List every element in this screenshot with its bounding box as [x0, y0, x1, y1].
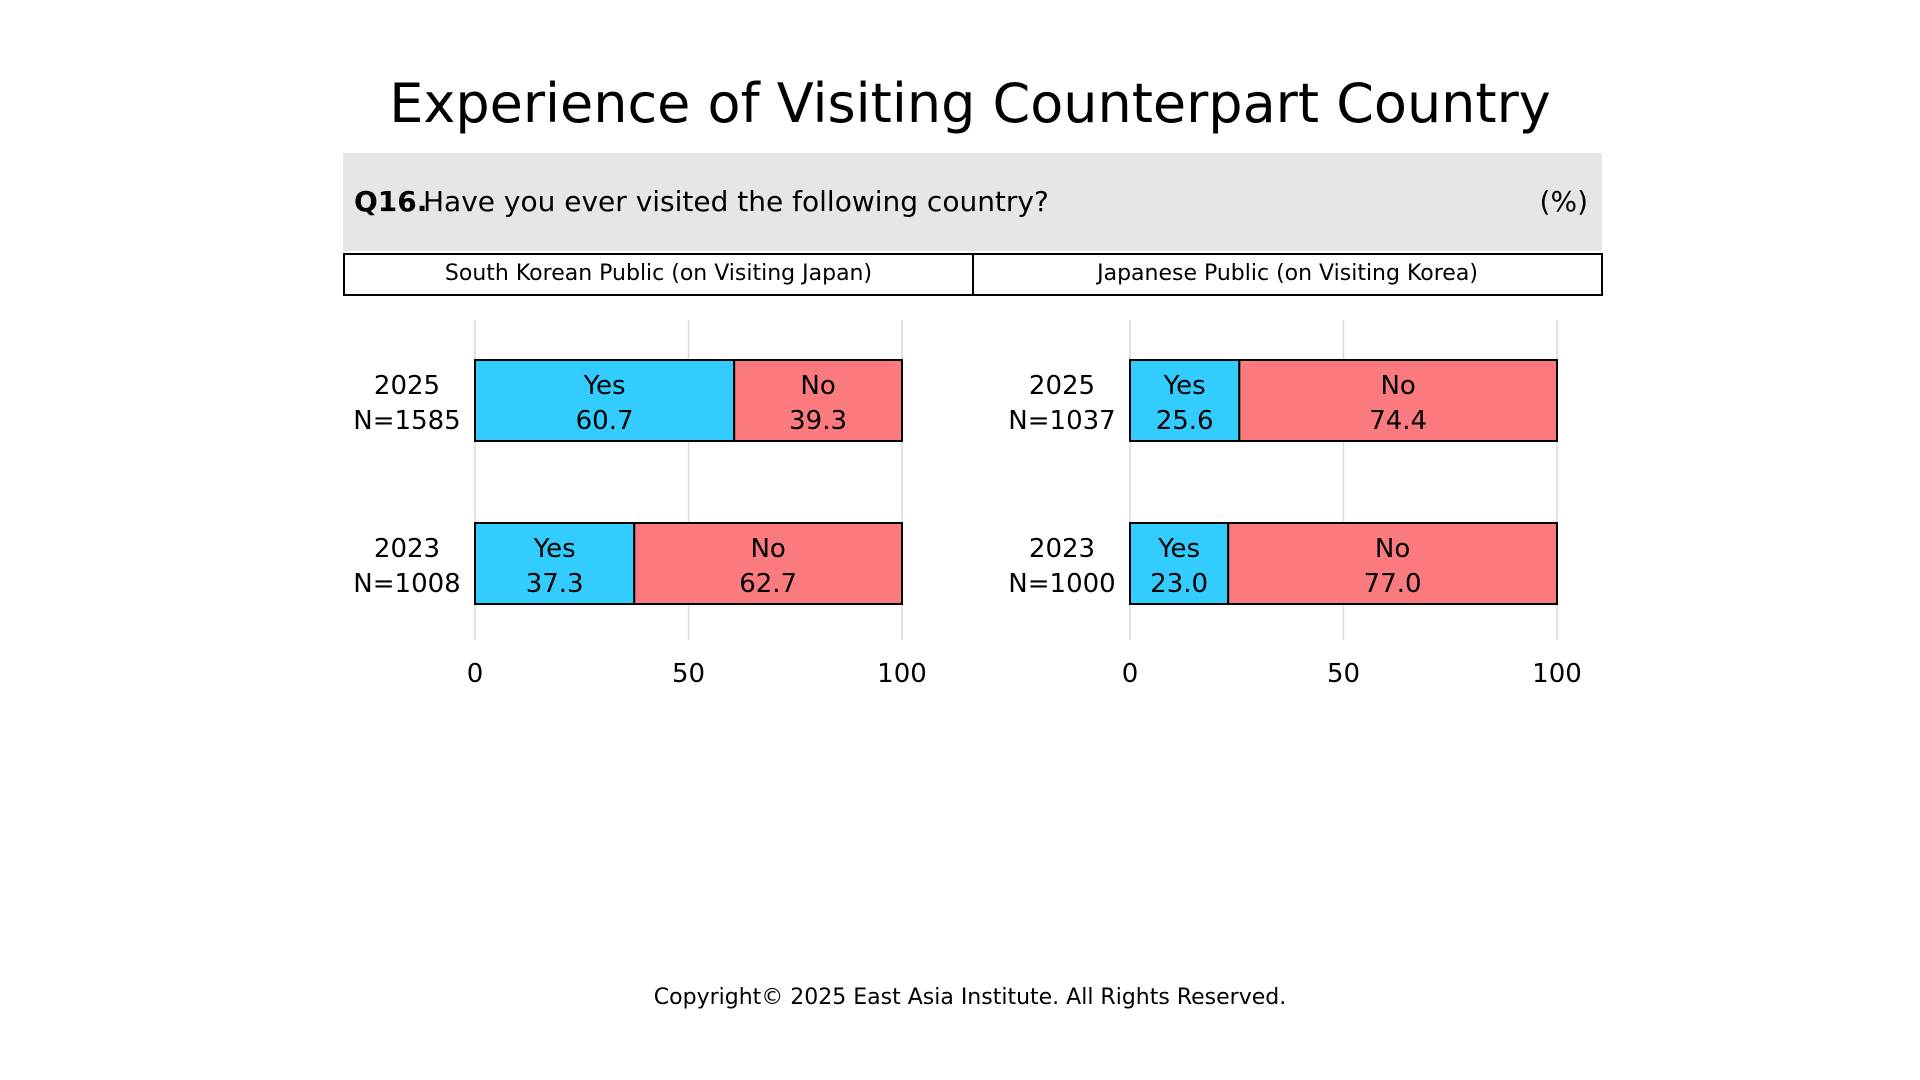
- category-sample-label: N=1585: [353, 406, 460, 436]
- bar-value-label: 39.3: [789, 406, 847, 436]
- bar-series-label: No: [1380, 371, 1415, 401]
- category-year-label: 2023: [1029, 534, 1095, 564]
- panel-header-japan: Japanese Public (on Visiting Korea): [972, 253, 1603, 296]
- bar-series-label: Yes: [533, 534, 576, 564]
- x-tick-label: 0: [1122, 659, 1139, 689]
- bar-series-label: No: [800, 371, 835, 401]
- bar-value-label: 23.0: [1150, 569, 1208, 599]
- bar-value-label: 77.0: [1364, 569, 1422, 599]
- x-tick-label: 50: [1327, 659, 1360, 689]
- question-text: Have you ever visited the following coun…: [423, 185, 1049, 218]
- unit-label: (%): [1539, 185, 1588, 218]
- copyright-footer: Copyright© 2025 East Asia Institute. All…: [653, 985, 1287, 1010]
- bar-value-label: 25.6: [1156, 406, 1214, 436]
- bar-no: [1238, 359, 1558, 442]
- x-tick-label: 0: [467, 659, 484, 689]
- question-bar: Q16. Have you ever visited the following…: [343, 153, 1602, 251]
- x-tick-label: 100: [1532, 659, 1582, 689]
- panel-header-korea: South Korean Public (on Visiting Japan): [343, 253, 974, 296]
- category-year-label: 2025: [374, 371, 440, 401]
- bar-value-label: 62.7: [739, 569, 797, 599]
- question-number: Q16.: [354, 185, 428, 218]
- bar-series-label: Yes: [1163, 371, 1206, 401]
- bar-value-label: 74.4: [1369, 406, 1427, 436]
- bar-series-label: No: [750, 534, 785, 564]
- bar-series-label: Yes: [583, 371, 626, 401]
- category-year-label: 2023: [374, 534, 440, 564]
- bar-series-label: No: [1375, 534, 1410, 564]
- category-sample-label: N=1037: [1008, 406, 1115, 436]
- x-tick-label: 100: [877, 659, 927, 689]
- bar-yes: [474, 359, 736, 442]
- bar-no: [733, 359, 904, 442]
- category-sample-label: N=1000: [1008, 569, 1115, 599]
- category-year-label: 2025: [1029, 371, 1095, 401]
- bar-no: [1227, 522, 1558, 605]
- x-tick-label: 50: [672, 659, 705, 689]
- bar-yes: [1129, 522, 1230, 605]
- bar-series-label: Yes: [1157, 534, 1200, 564]
- chart-title: Experience of Visiting Counterpart Count…: [389, 72, 1551, 135]
- bar-no: [633, 522, 903, 605]
- bar-value-label: 60.7: [576, 406, 634, 436]
- bar-yes: [1129, 359, 1241, 442]
- category-sample-label: N=1008: [353, 569, 460, 599]
- bar-value-label: 37.3: [526, 569, 584, 599]
